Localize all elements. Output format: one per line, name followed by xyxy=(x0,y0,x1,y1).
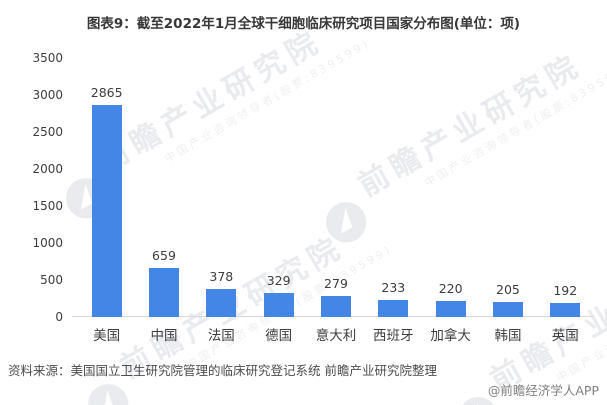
category-label: 中国 xyxy=(150,328,178,344)
y-axis-tick-label: 1000 xyxy=(32,236,63,250)
bar-value-label: 233 xyxy=(381,280,406,295)
category-label: 加拿大 xyxy=(430,328,471,344)
bar-column: 329 德国 xyxy=(250,58,307,344)
bar-column: 659 中国 xyxy=(135,58,192,344)
source-note: 资料来源：美国国立卫生研究院管理的临床研究登记系统 前瞻产业研究院整理 xyxy=(8,363,437,378)
category-label: 西班牙 xyxy=(373,328,414,344)
bar xyxy=(435,301,466,317)
plot-area: 2865 美国 659 中国 378 法国 329 德国 279 意大利 233 西班牙 220 加拿大 2… xyxy=(78,58,594,344)
bar-column: 192 英国 xyxy=(537,58,594,344)
y-axis-tick-label: 3000 xyxy=(32,88,63,102)
bar-value-label: 378 xyxy=(209,269,234,284)
y-axis-tick-label: 3500 xyxy=(32,51,63,65)
bar-column: 220 加拿大 xyxy=(422,58,479,344)
chart-title: 图表9：截至2022年1月全球干细胞临床研究项目国家分布图(单位：项) xyxy=(86,16,521,32)
y-axis-tick-label: 1500 xyxy=(32,199,63,213)
bar-column: 233 西班牙 xyxy=(365,58,422,344)
category-label: 韩国 xyxy=(494,328,522,344)
bar xyxy=(492,302,523,317)
bar-value-label: 2865 xyxy=(90,85,123,100)
bar xyxy=(263,293,294,317)
credit-note: @前瞻经济学人APP xyxy=(487,383,599,398)
category-label: 美国 xyxy=(93,328,121,344)
category-label: 法国 xyxy=(207,328,235,344)
bar-value-label: 659 xyxy=(152,248,176,263)
category-label: 德国 xyxy=(265,328,293,344)
bar-column: 279 意大利 xyxy=(307,58,364,344)
bar-value-label: 192 xyxy=(553,283,578,298)
y-axis: 0 500 1000 1500 2000 2500 3000 3500 xyxy=(0,51,63,324)
category-label: 英国 xyxy=(551,328,579,344)
bar-column: 378 法国 xyxy=(193,58,250,344)
bar xyxy=(550,303,581,317)
bar-value-label: 279 xyxy=(324,276,348,291)
bar-column: 2865 美国 xyxy=(78,58,135,344)
bar xyxy=(148,268,179,317)
bar xyxy=(378,300,409,317)
bar xyxy=(320,296,351,317)
bar-value-label: 220 xyxy=(438,281,463,296)
bar-column: 205 韩国 xyxy=(479,58,536,344)
bar xyxy=(91,105,122,317)
bar-value-label: 205 xyxy=(496,282,520,297)
y-axis-tick-label: 500 xyxy=(40,273,63,287)
y-axis-tick-label: 2500 xyxy=(32,125,63,139)
y-axis-tick-label: 2000 xyxy=(32,162,63,176)
bar-value-label: 329 xyxy=(266,273,291,288)
bar xyxy=(206,289,237,317)
y-axis-tick-label: 0 xyxy=(55,310,63,324)
category-label: 意大利 xyxy=(315,328,357,344)
